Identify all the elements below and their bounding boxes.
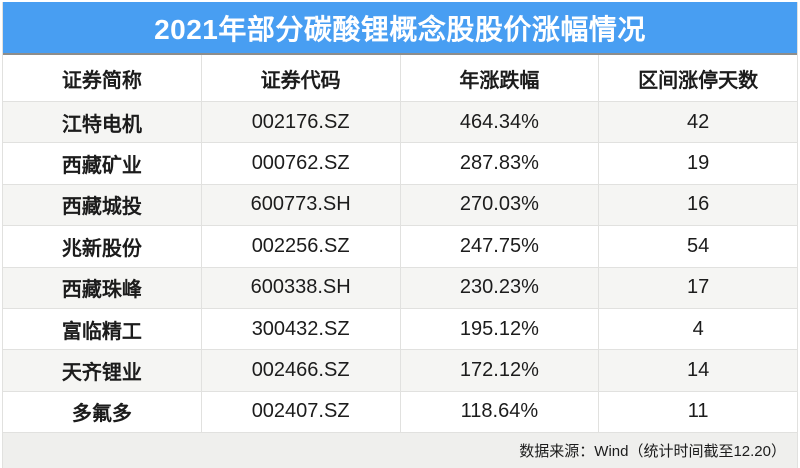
stock-code-cell: 002466.SZ (202, 350, 401, 391)
table-row: 西藏城投 600773.SH 270.03% 16 (3, 184, 797, 227)
column-header-limit-up-days: 区间涨停天数 (638, 69, 759, 92)
stock-name-cell: 西藏城投 (3, 184, 202, 226)
stock-name-cell: 兆新股份 (3, 226, 202, 267)
table-row: 多氟多 002407.SZ 118.64% 11 (3, 391, 797, 433)
stock-code-cell: 600338.SH (202, 267, 401, 308)
table-row: 西藏矿业 000762.SZ 287.83% 19 (3, 143, 797, 185)
yearly-change-cell: 195.12% (401, 308, 600, 350)
stock-code-cell: 300432.SZ (202, 308, 401, 350)
table-row: 富临精工 300432.SZ 195.12% 4 (3, 308, 797, 351)
limit-up-days-cell: 4 (692, 317, 704, 340)
column-header-stock-name: 证券简称 (3, 55, 202, 101)
limit-up-days-cell: 14 (687, 358, 710, 381)
stock-code-cell: 600773.SH (202, 184, 401, 226)
yearly-change-cell: 118.64% (401, 391, 600, 432)
table-row: 江特电机 002176.SZ 464.34% 42 (3, 102, 797, 144)
yearly-change-cell: 287.83% (401, 143, 600, 184)
data-source-note: 数据来源：Wind（统计时间截至12.20） (519, 443, 786, 460)
limit-up-days-cell: 19 (687, 152, 710, 175)
limit-up-days-cell: 11 (687, 400, 709, 423)
stock-name-cell: 江特电机 (3, 102, 202, 143)
title-bar: 2021年部分碳酸锂概念股股价涨幅情况 (3, 2, 797, 55)
yearly-change-cell: 172.12% (401, 350, 600, 391)
stock-code-cell: 002407.SZ (202, 391, 401, 432)
stock-name-cell: 西藏矿业 (3, 143, 202, 184)
stock-name-cell: 西藏珠峰 (3, 267, 202, 308)
limit-up-days-cell: 16 (687, 193, 710, 216)
footer-bar: 数据来源：Wind（统计时间截至12.20） (3, 433, 797, 468)
table-body: 江特电机 002176.SZ 464.34% 42 西藏矿业 000762.SZ… (3, 102, 797, 433)
stock-name-cell: 富临精工 (3, 308, 202, 350)
column-header-stock-code: 证券代码 (202, 55, 401, 101)
stock-code-cell: 000762.SZ (202, 143, 401, 184)
column-header-yearly-change: 年涨跌幅 (401, 55, 600, 101)
stock-name-cell: 天齐锂业 (3, 350, 202, 391)
table-header-row: 证券简称 证券代码 年涨跌幅 区间涨停天数 (3, 55, 797, 102)
page-title: 2021年部分碳酸锂概念股股价涨幅情况 (154, 13, 646, 45)
yearly-change-cell: 464.34% (401, 102, 600, 143)
stock-name-cell: 多氟多 (3, 391, 202, 432)
limit-up-days-cell: 17 (687, 276, 710, 299)
limit-up-days-cell: 42 (687, 110, 710, 133)
yearly-change-cell: 230.23% (401, 267, 600, 308)
yearly-change-cell: 247.75% (401, 226, 600, 267)
yearly-change-cell: 270.03% (401, 184, 600, 226)
stock-code-cell: 002176.SZ (202, 102, 401, 143)
stock-code-cell: 002256.SZ (202, 226, 401, 267)
table-row: 兆新股份 002256.SZ 247.75% 54 (3, 226, 797, 268)
table-row: 天齐锂业 002466.SZ 172.12% 14 (3, 350, 797, 392)
table-row: 西藏珠峰 600338.SH 230.23% 17 (3, 267, 797, 309)
limit-up-days-cell: 54 (687, 234, 710, 257)
